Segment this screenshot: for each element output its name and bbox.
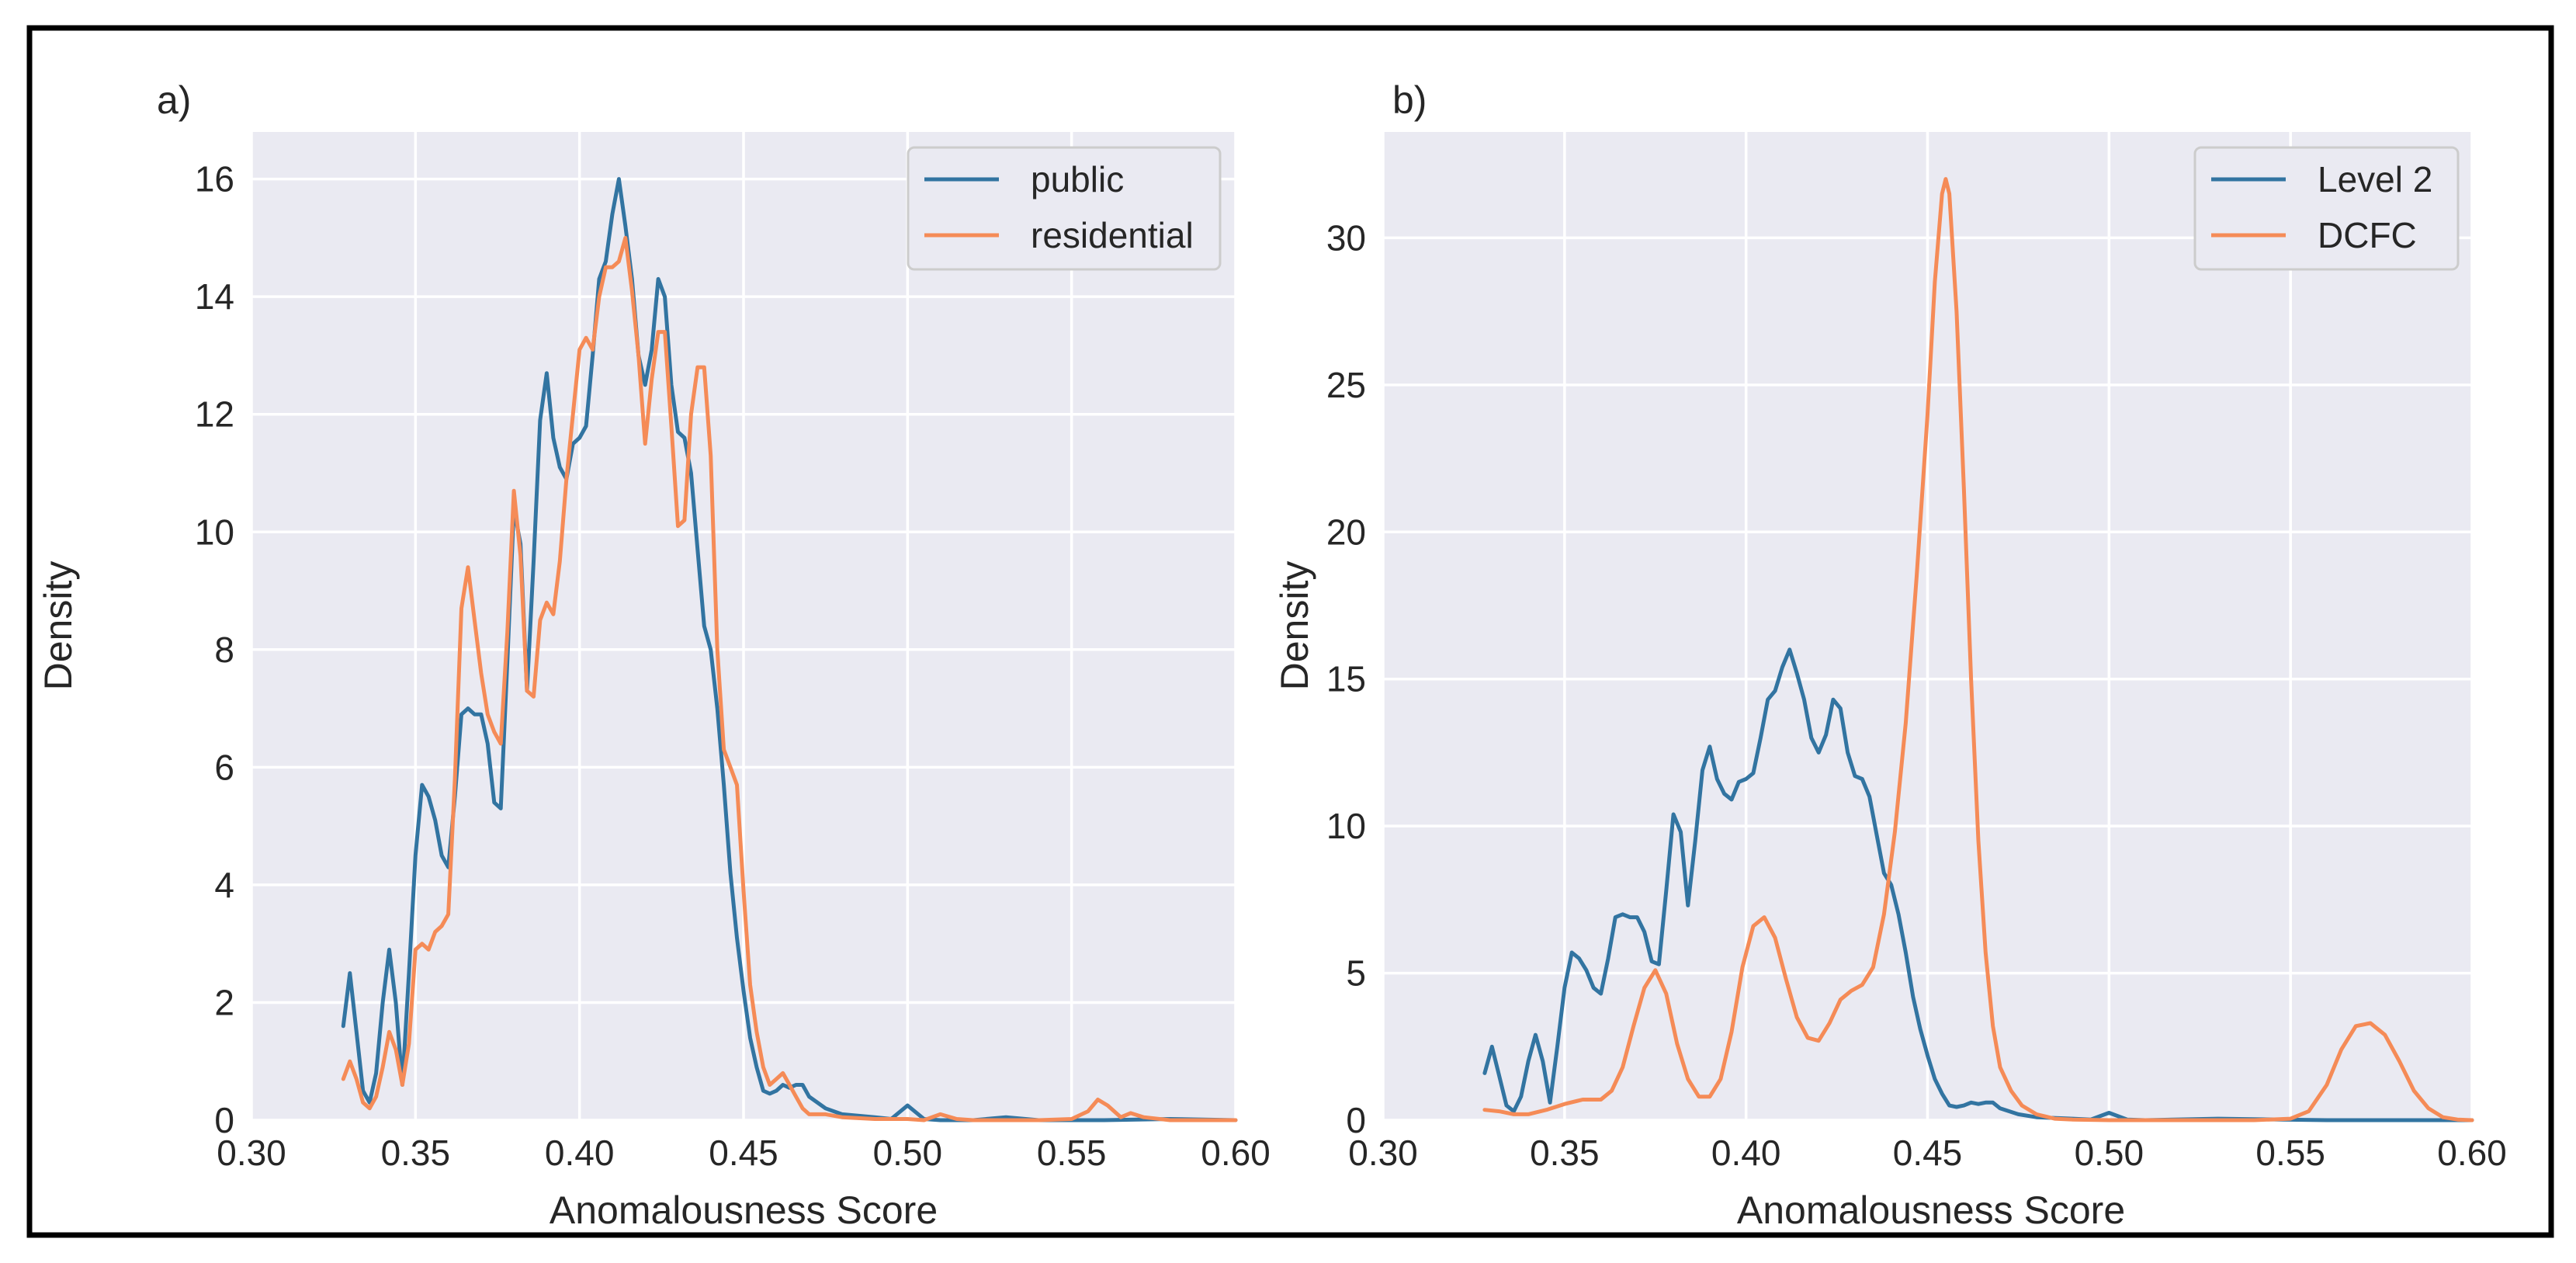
x-tick-label: 0.55 <box>2255 1133 2325 1173</box>
x-tick-label: 0.45 <box>709 1133 778 1173</box>
legend-a: public residential <box>907 146 1222 271</box>
panel-b: 0.30 0.35 0.40 0.45 0.50 0.55 0.60 0 5 10 15 20 25 3… <box>1273 78 2507 1232</box>
x-tick-label: 0.50 <box>873 1133 943 1173</box>
series-line-level-2 <box>1482 647 2474 1122</box>
series-line-dcfc <box>1482 177 2474 1122</box>
panel-label-a: a) <box>157 78 191 122</box>
x-tick-label: 0.30 <box>1348 1133 1418 1173</box>
x-tick-label: 0.40 <box>545 1133 615 1173</box>
y-tick-label: 12 <box>195 394 234 435</box>
x-ticks-a: 0.30 0.35 0.40 0.45 0.50 0.55 0.60 <box>217 1133 1271 1173</box>
y-tick-label: 14 <box>195 276 234 317</box>
x-tick-label: 0.35 <box>1530 1133 1600 1173</box>
y-tick-label: 25 <box>1326 365 1366 405</box>
y-tick-label: 15 <box>1326 659 1366 699</box>
legend-label-dcfc: DCFC <box>2318 215 2417 255</box>
x-tick-label: 0.55 <box>1037 1133 1107 1173</box>
y-ticks-b: 0 5 10 15 20 25 30 <box>1326 217 1366 1140</box>
legend-label-residential: residential <box>1031 215 1194 255</box>
lines-b <box>1482 177 2474 1122</box>
x-tick-label: 0.45 <box>1893 1133 1963 1173</box>
series-line-residential <box>341 235 1238 1122</box>
grid-a <box>250 132 1237 1122</box>
y-tick-label: 20 <box>1326 512 1366 552</box>
x-tick-label: 0.35 <box>381 1133 451 1173</box>
y-tick-label: 2 <box>214 982 234 1022</box>
panel-label-b: b) <box>1392 78 1427 122</box>
lines-a <box>341 177 1238 1122</box>
y-tick-label: 0 <box>1346 1100 1366 1140</box>
y-tick-label: 10 <box>1326 806 1366 846</box>
figure-frame <box>26 25 2554 1238</box>
x-tick-label: 0.30 <box>217 1133 286 1173</box>
y-tick-label: 0 <box>214 1100 234 1140</box>
x-axis-label-a: Anomalousness Score <box>550 1188 938 1232</box>
panel-a: 0.30 0.35 0.40 0.45 0.50 0.55 0.60 0 2 4 6 8 10 12 14… <box>36 78 1271 1232</box>
y-tick-label: 5 <box>1346 953 1366 994</box>
y-tick-label: 4 <box>214 865 234 905</box>
legend-b: Level 2 DCFC <box>2193 146 2460 271</box>
x-tick-label: 0.60 <box>1201 1133 1271 1173</box>
series-line-public <box>341 177 1238 1122</box>
y-axis-label-b: Density <box>1273 561 1316 691</box>
y-tick-label: 10 <box>195 512 234 552</box>
y-tick-label: 30 <box>1326 217 1366 258</box>
x-tick-label: 0.60 <box>2437 1133 2507 1173</box>
legend-label-public: public <box>1031 159 1124 200</box>
y-tick-label: 16 <box>195 159 234 200</box>
y-ticks-a: 0 2 4 6 8 10 12 14 16 <box>195 159 234 1140</box>
x-tick-label: 0.40 <box>1711 1133 1781 1173</box>
legend-label-level-2: Level 2 <box>2318 159 2432 200</box>
x-tick-label: 0.50 <box>2075 1133 2144 1173</box>
y-tick-label: 6 <box>214 747 234 787</box>
x-ticks-b: 0.30 0.35 0.40 0.45 0.50 0.55 0.60 <box>1348 1133 2507 1173</box>
y-tick-label: 8 <box>214 630 234 670</box>
x-axis-label-b: Anomalousness Score <box>1737 1188 2125 1232</box>
y-axis-label-a: Density <box>36 561 80 691</box>
